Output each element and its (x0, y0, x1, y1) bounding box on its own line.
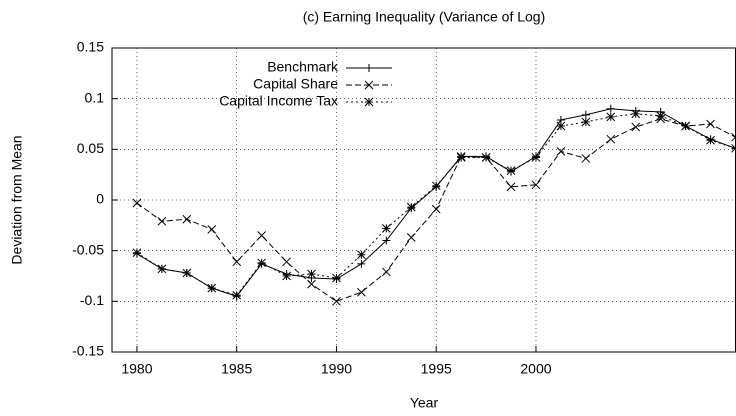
data-point (207, 225, 217, 234)
data-point (332, 273, 341, 283)
data-point (556, 147, 566, 156)
data-point (531, 153, 541, 162)
legend-marker (365, 64, 373, 72)
data-point (232, 257, 242, 267)
legend-marker (364, 97, 374, 107)
data-point (157, 216, 167, 226)
x-tick-label: 1980 (121, 361, 152, 377)
y-tick-label: 0.05 (77, 140, 104, 156)
data-point (257, 258, 266, 268)
legend-marker (364, 80, 374, 90)
x-tick-label: 1990 (321, 361, 352, 377)
data-point (182, 214, 192, 224)
data-point (481, 153, 491, 162)
y-tick-label: -0.15 (72, 343, 104, 359)
data-point (431, 204, 441, 214)
data-point (406, 202, 416, 212)
series-line (136, 118, 736, 302)
data-point (382, 236, 391, 245)
data-point (431, 181, 441, 191)
data-point (207, 283, 217, 293)
plot-frame (111, 47, 736, 353)
data-point (381, 267, 391, 277)
data-point (182, 268, 192, 278)
data-point (581, 154, 591, 163)
y-tick-label: 0.15 (77, 39, 104, 55)
data-point (681, 121, 690, 131)
data-point (706, 135, 715, 145)
legend-label: Capital Share (253, 76, 338, 92)
data-point (631, 109, 641, 119)
legend-label: Benchmark (267, 59, 339, 75)
data-point (631, 122, 641, 132)
data-point (232, 290, 242, 300)
data-point (456, 153, 466, 162)
data-point (581, 117, 591, 127)
data-point (132, 248, 142, 258)
legend-label: Capital Income Tax (219, 93, 338, 109)
data-point (357, 287, 366, 297)
data-point (506, 182, 516, 192)
y-tick-label: -0.1 (80, 292, 104, 308)
data-point (132, 198, 142, 208)
x-tick-label: 1985 (221, 361, 252, 377)
data-point (307, 269, 316, 279)
data-point (656, 111, 666, 121)
data-point (357, 259, 366, 268)
data-point (282, 271, 291, 281)
data-point (307, 279, 316, 289)
data-point (357, 250, 366, 260)
x-tick-label: 1995 (421, 361, 452, 377)
data-point (257, 231, 266, 240)
data-point (157, 264, 167, 274)
y-tick-label: -0.05 (72, 241, 104, 257)
data-point (282, 257, 291, 267)
data-point (556, 121, 566, 131)
data-point (531, 180, 541, 190)
chart-title: (c) Earning Inequality (Variance of Log) (303, 9, 546, 25)
y-tick-label: 0.1 (85, 89, 105, 105)
data-point (381, 224, 391, 233)
data-point (606, 112, 616, 122)
x-tick-label: 2000 (520, 361, 551, 377)
y-axis-label: Deviation from Mean (9, 135, 25, 264)
data-point (731, 143, 736, 153)
data-point (506, 166, 516, 175)
data-point (606, 104, 615, 113)
data-point (406, 233, 416, 242)
data-point (706, 119, 715, 129)
y-tick-label: 0 (96, 191, 104, 207)
x-axis-label: Year (410, 395, 439, 411)
data-point (581, 110, 590, 119)
data-point (606, 134, 616, 144)
data-point (332, 296, 341, 306)
